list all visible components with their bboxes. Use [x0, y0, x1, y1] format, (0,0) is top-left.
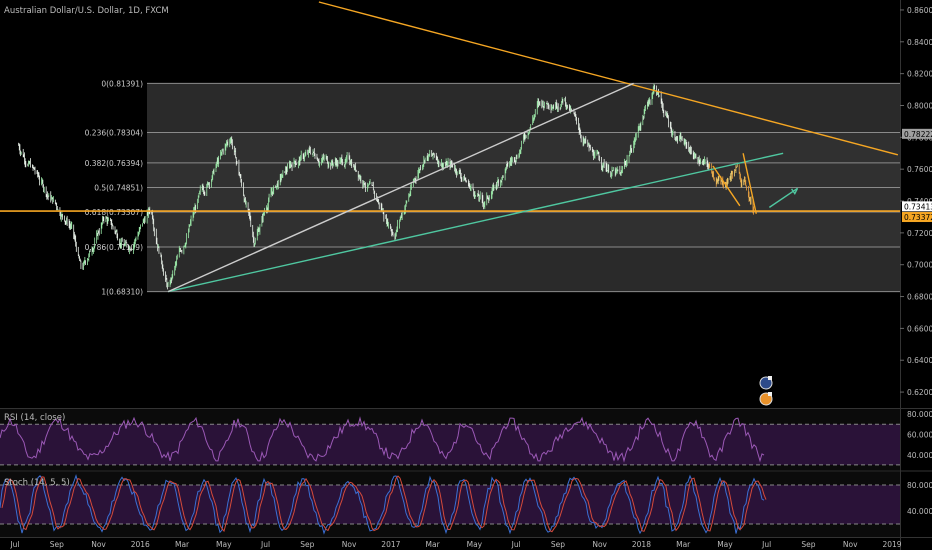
fib-zone	[147, 162, 900, 188]
event-badge	[768, 392, 772, 396]
x-tick-label: Sep	[50, 540, 64, 549]
trendline	[167, 152, 784, 293]
x-tick-label: Jul	[9, 540, 19, 549]
x-tick-label: 2018	[632, 540, 651, 549]
stoch-d-line	[1, 475, 767, 533]
price-candles	[18, 83, 755, 290]
x-tick-label: Mar	[426, 540, 441, 549]
x-tick-label: Sep	[551, 540, 565, 549]
event-badge	[768, 376, 772, 380]
trendline	[712, 165, 741, 207]
fib-zone	[147, 247, 900, 292]
price-badge-label: 0.73413	[904, 202, 932, 211]
x-tick-label: Jul	[511, 540, 521, 549]
fib-level-label: 0.5(0.74851)	[94, 183, 143, 192]
x-tick-label: Nov	[342, 540, 357, 549]
trendline	[318, 1, 899, 156]
fib-level-label: 0.618(0.73307)	[85, 208, 143, 217]
stoch-title[interactable]: Stoch (14, 5, 5)	[4, 478, 70, 488]
x-tick-label: Nov	[592, 540, 607, 549]
x-tick-label: Sep	[801, 540, 815, 549]
rsi-line	[0, 416, 765, 463]
y-tick-label: 0.62000	[907, 388, 932, 397]
fib-level-label: 0.786(0.71109)	[85, 243, 143, 252]
x-tick-label: Nov	[91, 540, 106, 549]
fib-level-label: 1(0.68310)	[101, 288, 143, 297]
x-tick-label: 2019	[882, 540, 901, 549]
x-tick-label: May	[216, 540, 232, 549]
x-tick-label: 2016	[131, 540, 150, 549]
x-tick-label: May	[467, 540, 483, 549]
x-tick-label: Mar	[175, 540, 190, 549]
trendline	[742, 153, 757, 214]
rsi-band	[0, 424, 900, 465]
trendline	[167, 82, 634, 293]
x-tick-label: Jul	[260, 540, 270, 549]
x-tick-label: Mar	[676, 540, 691, 549]
fib-level-label: 0.382(0.76394)	[85, 159, 143, 168]
price-badge	[902, 128, 932, 139]
fib-level-label: 0(0.81391)	[101, 79, 143, 88]
price-badge-label: 0.73372	[904, 213, 932, 222]
fib-zone	[147, 187, 900, 213]
x-tick-label: May	[717, 540, 733, 549]
fib-zone	[147, 212, 900, 248]
drawing-tools	[0, 1, 900, 406]
x-tick-label: 2017	[381, 540, 400, 549]
x-tick-label: Sep	[300, 540, 314, 549]
projection-arrowhead	[790, 187, 799, 195]
fib-zone	[147, 83, 900, 133]
fib-retracement: 0(0.81391) 0.236(0.78304) 0.382(0.76394) 0.…	[85, 79, 900, 297]
fib-level-label: 0.236(0.78304)	[85, 128, 143, 137]
price-badge-label: 0.78222	[904, 130, 932, 139]
symbol-title[interactable]: Australian Dollar/U.S. Dollar, 1D, FXCM	[4, 6, 169, 16]
price-badge	[902, 201, 932, 212]
x-tick-label: Jul	[761, 540, 771, 549]
x-tick-label: Nov	[843, 540, 858, 549]
stoch-k-line	[0, 474, 765, 535]
rsi-title[interactable]: RSI (14, close)	[4, 413, 65, 423]
price-badge	[902, 212, 932, 223]
stoch-band	[0, 485, 900, 524]
